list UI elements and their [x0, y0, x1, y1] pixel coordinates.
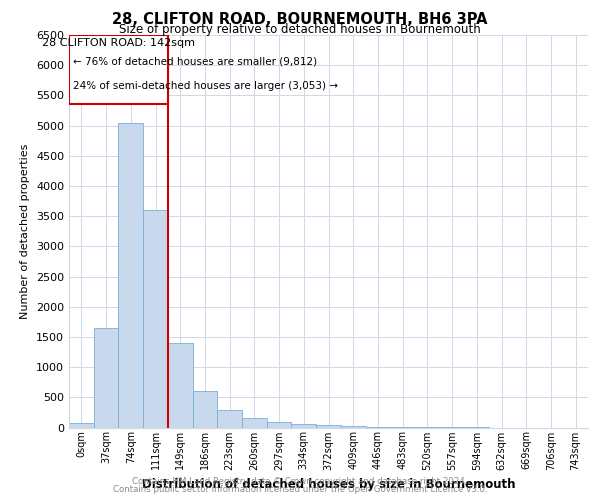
- Text: 24% of semi-detached houses are larger (3,053) →: 24% of semi-detached houses are larger (…: [73, 82, 338, 92]
- Y-axis label: Number of detached properties: Number of detached properties: [20, 144, 31, 319]
- Text: 28, CLIFTON ROAD, BOURNEMOUTH, BH6 3PA: 28, CLIFTON ROAD, BOURNEMOUTH, BH6 3PA: [112, 12, 488, 28]
- Bar: [365, 427, 390, 428]
- Bar: [242, 418, 267, 428]
- Bar: [193, 392, 217, 428]
- Bar: [69, 35, 168, 104]
- Text: 28 CLIFTON ROAD: 142sqm: 28 CLIFTON ROAD: 142sqm: [42, 38, 195, 48]
- X-axis label: Distribution of detached houses by size in Bournemouth: Distribution of detached houses by size …: [142, 478, 515, 491]
- Bar: [217, 410, 242, 428]
- Bar: [292, 424, 316, 428]
- Text: Contains public sector information licensed under the Open Government Licence v3: Contains public sector information licen…: [113, 484, 487, 494]
- Text: Contains HM Land Registry data © Crown copyright and database right 2024.: Contains HM Land Registry data © Crown c…: [132, 477, 468, 486]
- Bar: [69, 423, 94, 428]
- Bar: [94, 328, 118, 428]
- Text: ← 76% of detached houses are smaller (9,812): ← 76% of detached houses are smaller (9,…: [73, 56, 317, 66]
- Bar: [118, 122, 143, 428]
- Bar: [341, 426, 365, 428]
- Text: Size of property relative to detached houses in Bournemouth: Size of property relative to detached ho…: [119, 24, 481, 36]
- Bar: [168, 343, 193, 427]
- Bar: [143, 210, 168, 428]
- Bar: [316, 426, 341, 428]
- Bar: [267, 422, 292, 428]
